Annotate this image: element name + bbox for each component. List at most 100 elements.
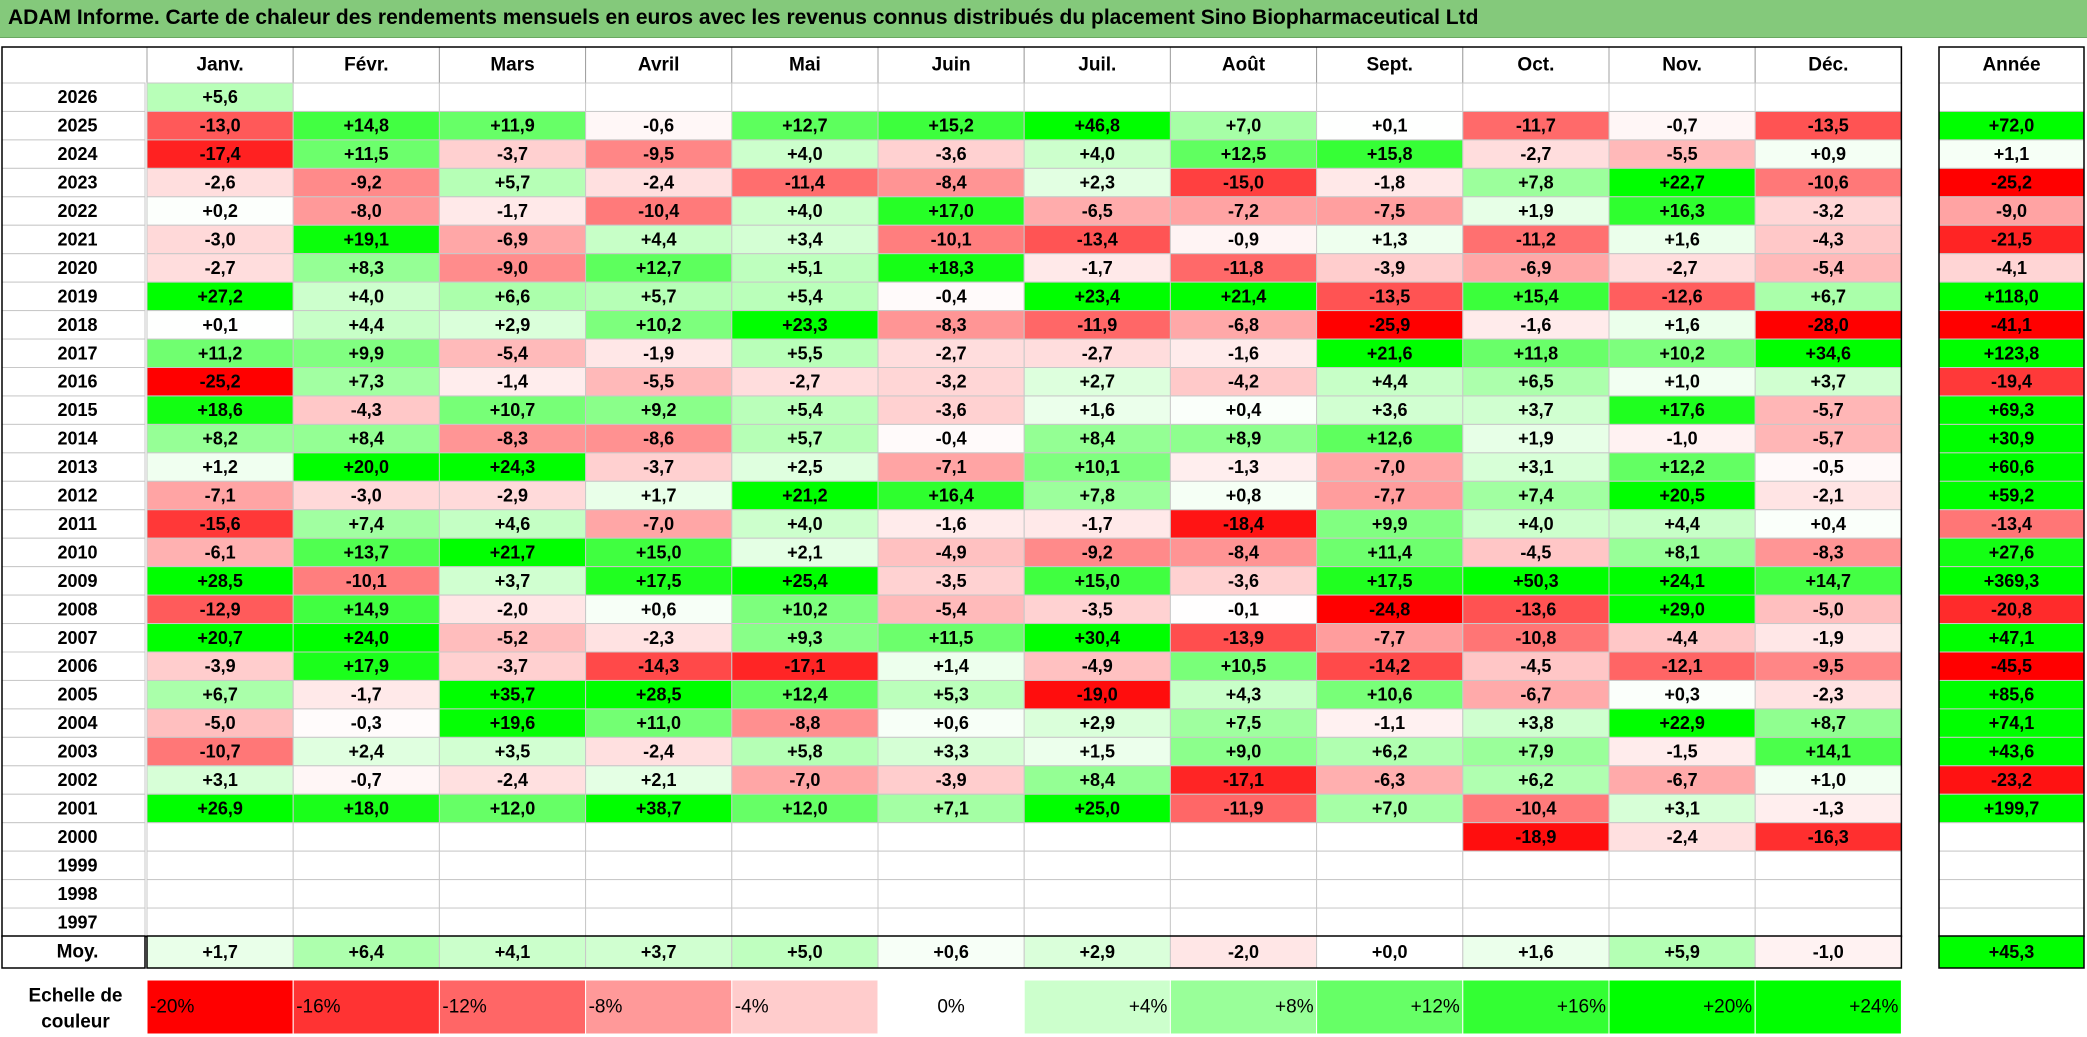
cell-value: +3,7 xyxy=(1811,372,1847,392)
year-total-value: +60,6 xyxy=(1989,457,2035,477)
cell-value: +23,4 xyxy=(1075,286,1121,306)
heatmap-cell xyxy=(438,679,587,710)
cell-value: +0,4 xyxy=(1226,400,1262,420)
cell-value: +4,0 xyxy=(787,514,823,534)
cell-value: -7,1 xyxy=(936,457,967,477)
year-label-cell xyxy=(1,907,146,937)
year-label: 2008 xyxy=(57,599,97,619)
month-header: Avril xyxy=(638,55,680,76)
year-label: 2000 xyxy=(57,827,97,847)
heatmap-cell xyxy=(1169,907,1318,937)
heatmap-cell xyxy=(1462,708,1610,738)
heatmap-cell xyxy=(438,708,587,738)
cell-value: +18,6 xyxy=(197,400,243,420)
month-header: Juin xyxy=(932,55,971,76)
cell-value: -14,3 xyxy=(638,656,679,676)
heatmap-cell xyxy=(585,594,733,625)
heatmap-cell xyxy=(585,139,733,169)
average-annual-value: +45,3 xyxy=(1989,942,2035,962)
cell-value: +2,4 xyxy=(349,742,385,762)
cell-value: -24,8 xyxy=(1369,599,1410,619)
cell-value: +28,5 xyxy=(197,571,243,591)
heatmap-cell xyxy=(1169,395,1318,425)
cell-value: -6,1 xyxy=(205,542,236,562)
cell-value: +4,3 xyxy=(1226,685,1262,705)
cell-value: -13,5 xyxy=(1808,116,1849,136)
heatmap-cell xyxy=(877,82,1025,112)
heatmap-cell xyxy=(1754,367,1902,397)
cell-value: +5,7 xyxy=(787,429,823,449)
cell-value: +1,7 xyxy=(641,486,677,506)
cell-value: +5,4 xyxy=(787,400,823,420)
heatmap-cell xyxy=(1608,566,1756,596)
heatmap-cell xyxy=(292,537,440,568)
heatmap-cell xyxy=(585,452,733,482)
cell-value: -5,4 xyxy=(1813,258,1844,278)
heatmap-cell xyxy=(1608,281,1756,312)
cell-value: -3,9 xyxy=(205,656,236,676)
cell-value: +0,8 xyxy=(1226,486,1262,506)
year-label: 2025 xyxy=(57,116,97,136)
cell-value: +0,1 xyxy=(202,315,238,335)
cell-value: -8,8 xyxy=(789,713,820,733)
year-label: 2017 xyxy=(57,343,97,363)
cell-value: -6,9 xyxy=(1520,258,1551,278)
year-label: 2019 xyxy=(57,286,97,306)
scale-value: +16% xyxy=(1557,997,1606,1018)
heatmap-cell xyxy=(1462,423,1610,454)
cell-value: +20,7 xyxy=(197,628,243,648)
heatmap-cell xyxy=(731,879,879,909)
cell-value: +11,2 xyxy=(198,343,243,363)
heatmap-cell xyxy=(292,907,440,937)
cell-value: -2,4 xyxy=(497,770,528,790)
scale-swatch xyxy=(1608,979,1756,1035)
cell-value: +4,0 xyxy=(787,201,823,221)
heatmap-cell xyxy=(146,822,294,852)
year-total-cell xyxy=(1938,338,2085,368)
cell-value: -3,0 xyxy=(351,486,382,506)
heatmap-cell xyxy=(877,594,1025,625)
heatmap-cell xyxy=(731,310,879,340)
cell-value: -2,7 xyxy=(1667,258,1698,278)
scale-label: couleur xyxy=(41,1012,110,1033)
cell-value: +6,2 xyxy=(1518,770,1554,790)
year-label: 2013 xyxy=(57,457,97,477)
scale-value: -12% xyxy=(442,997,486,1018)
heatmap-cell xyxy=(438,594,587,625)
heatmap-cell xyxy=(1462,907,1610,937)
heatmap-cell xyxy=(585,537,733,568)
heatmap-cell xyxy=(877,566,1025,596)
heatmap-cell xyxy=(585,708,733,738)
heatmap-cell xyxy=(877,651,1025,681)
heatmap-cell xyxy=(585,224,733,255)
heatmap-cell xyxy=(1169,679,1318,710)
month-header: Févr. xyxy=(344,55,388,76)
year-total-value: -13,4 xyxy=(1991,514,2032,534)
heatmap-cell xyxy=(1169,367,1318,397)
heatmap-cell xyxy=(1169,793,1318,824)
cell-value: +0,9 xyxy=(1811,144,1847,164)
cell-value: +0,6 xyxy=(933,713,969,733)
year-label-cell xyxy=(1,651,146,681)
cell-value: -0,7 xyxy=(1667,116,1698,136)
cell-value: -1,7 xyxy=(497,201,528,221)
cell-value: +14,7 xyxy=(1806,571,1852,591)
cell-value: +15,0 xyxy=(1075,571,1121,591)
heatmap-cell xyxy=(1754,736,1902,767)
year-label: 1998 xyxy=(57,884,97,904)
cell-value: -4,3 xyxy=(351,400,382,420)
heatmap-cell xyxy=(1754,850,1902,881)
heatmap-cell xyxy=(731,167,879,198)
cell-value: +2,5 xyxy=(787,457,823,477)
heatmap-cell xyxy=(1023,907,1171,937)
cell-value: +7,0 xyxy=(1226,116,1262,136)
cell-value: +5,8 xyxy=(787,742,823,762)
cell-value: +18,3 xyxy=(928,258,974,278)
heatmap-cell xyxy=(1462,566,1610,596)
heatmap-cell xyxy=(877,850,1025,881)
cell-value: +28,5 xyxy=(636,685,682,705)
year-label-cell xyxy=(1,594,146,625)
cell-value: -13,6 xyxy=(1515,599,1556,619)
scale-value: +8% xyxy=(1275,997,1314,1018)
heatmap-cell xyxy=(438,537,587,568)
